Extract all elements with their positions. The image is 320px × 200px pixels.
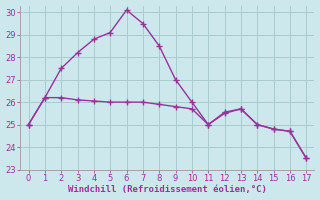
X-axis label: Windchill (Refroidissement éolien,°C): Windchill (Refroidissement éolien,°C) (68, 185, 267, 194)
